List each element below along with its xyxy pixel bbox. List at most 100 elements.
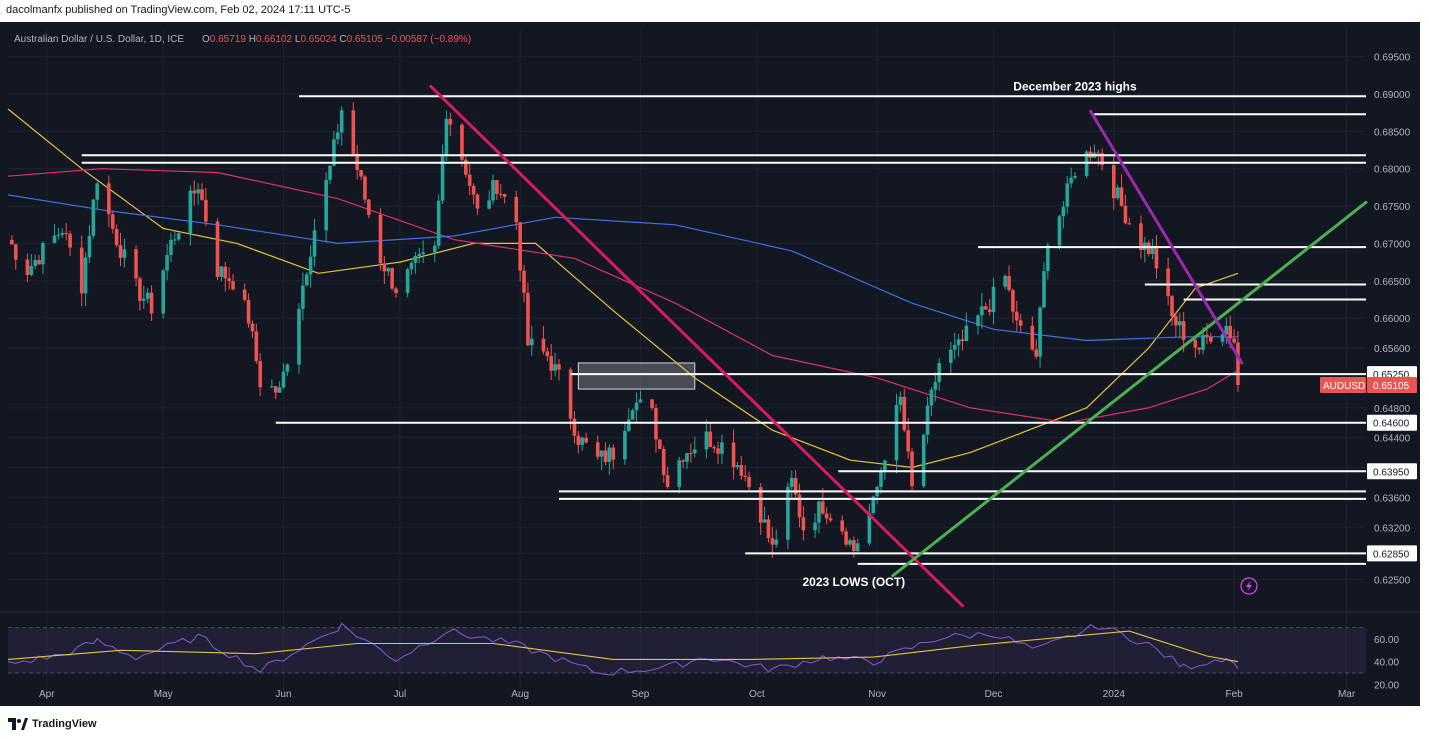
time-tick-label: Sep [632,689,650,700]
candle-body [983,306,988,310]
candle-body [273,386,278,393]
price-level-tag[interactable] [1367,545,1417,562]
chart-annotation: December 2023 highs [1013,80,1137,94]
downtrend-2024-trendline[interactable] [1089,109,1244,365]
price-tick-label: 0.68000 [1374,165,1411,176]
uptrend-trendline[interactable] [891,200,1368,578]
candle-body [1166,268,1170,297]
price-tick-label: 0.67500 [1374,202,1411,213]
candle-body [200,189,204,200]
candle-body [254,331,259,362]
chart-svg[interactable]: December 2023 highs 2023 LOWS (OCT) 0.625… [0,22,1420,706]
candle-body [1069,177,1073,184]
chart-panel[interactable]: December 2023 highs 2023 LOWS (OCT) 0.625… [0,22,1420,706]
candle-body [1030,325,1035,350]
candle-body [514,196,519,223]
candle-body [1127,223,1132,225]
candle-body [1018,320,1023,326]
candle-body [332,139,336,166]
candle-body [351,110,356,154]
candle-body [33,260,37,267]
candle-body [52,235,57,243]
candle-body [902,396,907,431]
candle-body [828,518,833,521]
candle-body [894,405,899,461]
candle-body [1119,187,1124,206]
candle-body [929,389,934,406]
candle-body [215,221,220,277]
candle-body [526,292,530,346]
candle-body [1123,205,1128,224]
candle-body [925,405,930,435]
candle-body [87,235,92,258]
candle-body [118,245,123,258]
trendline-layer[interactable] [429,85,1368,608]
candle-body [677,460,682,488]
candle-body [1042,271,1046,308]
candle-body [603,450,608,462]
candle-body [720,442,724,454]
candle-body [731,442,736,468]
candle-body [41,242,45,265]
candle-body [122,249,127,258]
candle-body [627,419,631,431]
price-level-tag-label: 0.64600 [1373,419,1410,430]
candle-body [607,447,612,462]
time-axis[interactable]: Apr May Jun Jul Aug Sep Oct Nov Dec 2024 Feb Mar [39,689,1356,700]
candle-body [712,447,716,449]
downtrend-2023-trendline[interactable] [429,85,964,608]
candle-body [1174,316,1178,326]
candle-body [308,256,313,275]
ohlc-readout: O0.65719 H0.66102 L0.65024 C0.65105 −0.0… [202,34,471,45]
candle-body [743,475,747,477]
lightning-icon[interactable] [1240,577,1258,595]
support-resistance-layer[interactable] [81,95,1366,565]
symbol-header: Australian Dollar / U.S. Dollar, 1D, ICE… [14,34,471,45]
candle-body [95,183,100,200]
candle-body [980,306,984,316]
candle-body [817,501,821,523]
candle-body [142,298,146,301]
candle-body [467,174,472,186]
candle-body [949,349,953,363]
candle-body [906,430,910,452]
price-level-tag[interactable] [1367,414,1417,431]
last-price-tag-label: 0.65105 [1373,381,1410,392]
candle-body [797,494,802,518]
price-axis[interactable]: 0.625000.628500.632000.636000.640000.644… [1320,53,1417,692]
candle-body [25,259,30,275]
candle-body [448,118,453,125]
candle-body [277,387,282,393]
candle-body [475,194,480,209]
candle-body [1011,290,1015,312]
candle-body [1154,245,1159,269]
candle-body [1084,151,1089,176]
candle-body [658,439,662,449]
candle-body [650,399,654,409]
candle-body [530,338,534,346]
candle-body [436,200,441,246]
candle-body [246,299,251,324]
candle-body [1150,245,1155,254]
candle-body [541,338,546,352]
candle-body [134,249,138,279]
candle-body [258,361,262,388]
time-tick-label: Jul [393,689,406,700]
candle-body [56,234,61,236]
last-price-tag[interactable] [1367,376,1417,393]
symbol-tag[interactable] [1320,376,1366,393]
candle-body [708,431,713,448]
candle-body [553,364,557,371]
candle-body [1112,165,1116,199]
candle-body [382,263,387,272]
price-tick-label: 0.64400 [1374,434,1411,445]
tradingview-brand[interactable]: TradingView [8,715,97,733]
candle-body [328,165,332,180]
candle-body [584,437,588,443]
candle-body [460,124,464,160]
price-level-tag[interactable] [1367,463,1417,480]
candle-body [1007,275,1011,291]
candle-body [91,199,96,236]
candle-body [1177,321,1182,326]
